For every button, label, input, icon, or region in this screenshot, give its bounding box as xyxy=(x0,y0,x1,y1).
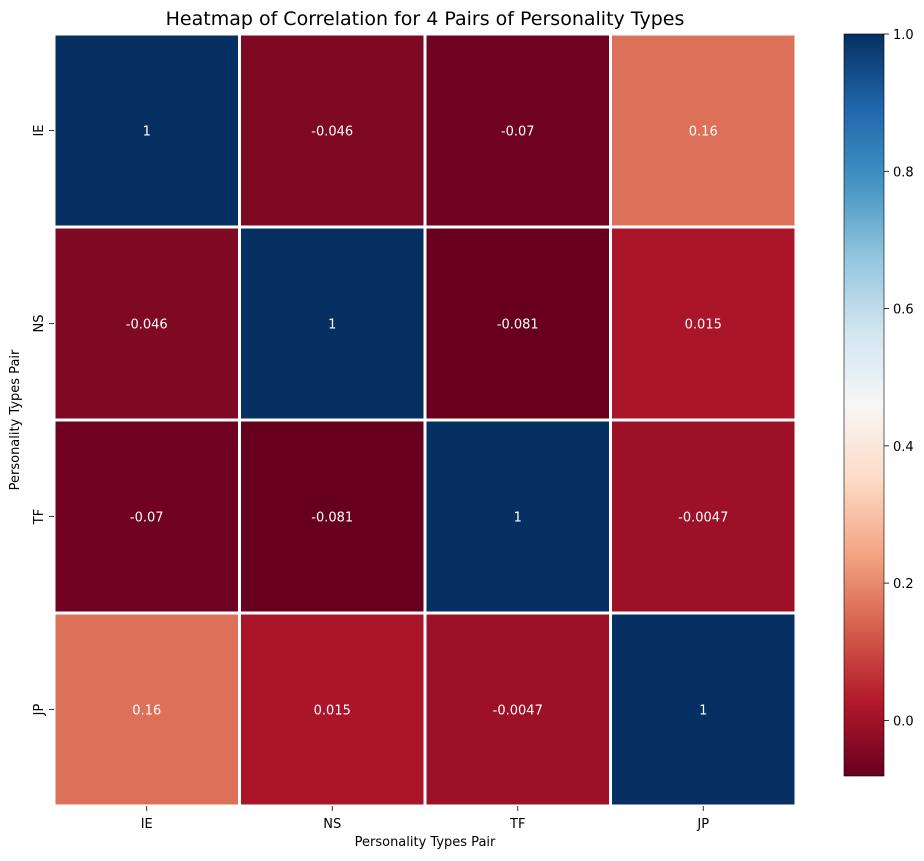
cell-value-label: -0.081 xyxy=(311,511,353,526)
cell-value-label: -0.046 xyxy=(311,125,353,140)
cell-value-label: 1 xyxy=(514,511,522,526)
cell-value-label: -0.07 xyxy=(501,125,535,140)
cell-value-label: -0.081 xyxy=(497,318,539,333)
heatmap-cell-IE-JP xyxy=(609,32,798,229)
cell-value-label: 1 xyxy=(328,318,336,333)
heatmap-cell-JP-JP xyxy=(609,611,798,808)
colorbar-ticks: 0.0 0.2 0.4 0.6 0.8 1.0 xyxy=(884,28,914,729)
colorbar-tick-label: 0.0 xyxy=(893,714,914,729)
x-tick-label: IE xyxy=(141,817,153,832)
cell-value-label: -0.046 xyxy=(126,318,168,333)
heatmap-cell-JP-NS xyxy=(238,611,427,808)
y-tick-label: NS xyxy=(32,315,47,333)
y-axis-ticks: IE NS TF JP xyxy=(32,124,54,716)
colorbar-gradient xyxy=(844,34,884,776)
y-axis-label: Personality Types Pair xyxy=(8,349,23,490)
cell-value-label: -0.0047 xyxy=(493,704,543,719)
cell-value-label: -0.07 xyxy=(130,511,164,526)
cell-value-label: 1 xyxy=(143,125,151,140)
colorbar-frame xyxy=(843,33,885,777)
chart-title: Heatmap of Correlation for 4 Pairs of Pe… xyxy=(166,8,685,30)
cell-value-label: 0.015 xyxy=(685,318,722,333)
cell-value-label: 0.16 xyxy=(689,125,718,140)
cell-value-label: 1 xyxy=(699,704,707,719)
heatmap-cell-IE-TF xyxy=(423,32,612,229)
colorbar: 0.0 0.2 0.4 0.6 0.8 1.0 xyxy=(843,28,914,777)
y-tick-label: TF xyxy=(32,509,47,525)
heatmap-cell-TF-NS xyxy=(238,418,427,615)
heatmap-cell-NS-JP xyxy=(609,225,798,422)
x-axis-label: Personality Types Pair xyxy=(355,835,496,850)
x-tick-label: TF xyxy=(509,817,525,832)
x-axis-ticks: IE NS TF JP xyxy=(141,806,709,832)
heatmap-annotations: 1 -0.046 -0.07 0.16 -0.046 1 -0.081 0.015 -0.07 -… xyxy=(126,125,729,719)
x-tick-label: JP xyxy=(696,817,709,832)
colorbar-tick-label: 0.6 xyxy=(893,303,914,318)
colorbar-tick-label: 0.8 xyxy=(893,165,914,180)
colorbar-tick-label: 0.2 xyxy=(893,577,914,592)
heatmap-cell-NS-NS xyxy=(238,225,427,422)
cell-value-label: 0.015 xyxy=(314,704,351,719)
heatmap-cell-IE-NS xyxy=(238,32,427,229)
y-tick-label: JP xyxy=(32,704,47,717)
x-tick-label: NS xyxy=(323,817,341,832)
colorbar-tick-label: 1.0 xyxy=(893,28,914,43)
y-tick-label: IE xyxy=(32,124,47,136)
heatmap-cells xyxy=(52,32,798,808)
heatmap-cell-TF-JP xyxy=(609,418,798,615)
cell-value-label: 0.16 xyxy=(132,704,161,719)
cell-value-label: -0.0047 xyxy=(678,511,728,526)
heatmap-cell-IE-IE xyxy=(52,32,241,229)
colorbar-tick-label: 0.4 xyxy=(893,440,914,455)
